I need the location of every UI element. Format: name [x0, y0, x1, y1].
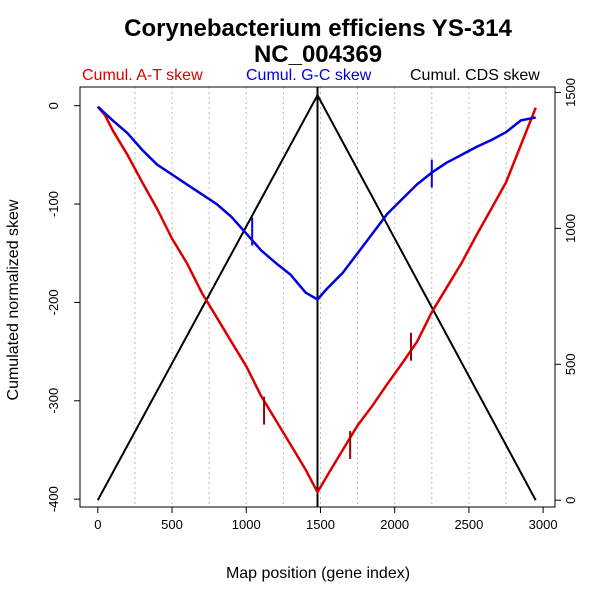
- at-skew-line: [96, 105, 537, 494]
- y2-tick-label: 0: [563, 497, 578, 504]
- y-axis-title: Cumulated normalized skew: [5, 199, 22, 400]
- x-tick-label: 1000: [232, 517, 261, 532]
- y-tick-label: -200: [46, 289, 61, 315]
- y2-tick-label: 1500: [563, 78, 578, 107]
- plot-frame: [79, 86, 556, 508]
- legend-cds-skew: Cumul. CDS skew: [410, 67, 540, 84]
- x-tick-label: 2500: [454, 517, 483, 532]
- plot-area: [96, 87, 537, 507]
- x-tick-label: 2000: [380, 517, 409, 532]
- x-tick-label: 500: [161, 517, 183, 532]
- legend-gc-skew: Cumul. G-C skew: [246, 67, 372, 84]
- y-tick-label: 0: [46, 102, 61, 109]
- x-tick-label: 3000: [529, 517, 558, 532]
- y2-tick-label: 1000: [563, 214, 578, 243]
- x-tick-label: 1500: [306, 517, 335, 532]
- x-tick-label: 0: [94, 517, 101, 532]
- y-tick-label: -100: [46, 191, 61, 217]
- axes: 0 500 1000 1500 2000 2500 3000 0 -100 -200 -300 -40…: [46, 78, 578, 532]
- gc-skew-line: [96, 105, 536, 301]
- chart-title: Corynebacterium efficiens YS-314: [124, 15, 512, 42]
- legend-at-skew: Cumul. A-T skew: [82, 67, 203, 84]
- y2-tick-label: 500: [563, 353, 578, 375]
- y-tick-label: -400: [46, 486, 61, 512]
- y-tick-label: -300: [46, 388, 61, 414]
- x-axis-title: Map position (gene index): [226, 565, 410, 582]
- chart-subtitle: NC_004369: [254, 41, 382, 68]
